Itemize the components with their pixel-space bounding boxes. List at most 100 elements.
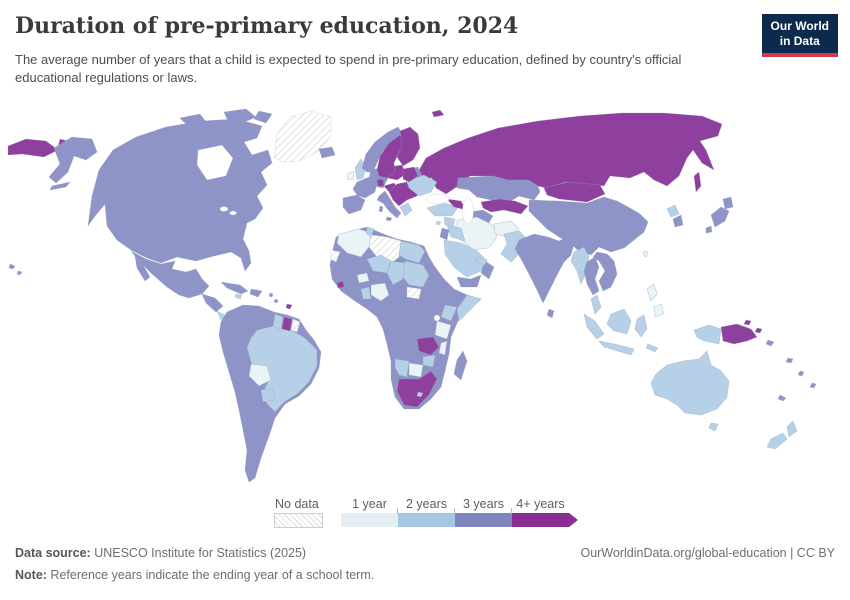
country-ukraine[interactable] <box>405 174 438 197</box>
country-usa-hawaii1[interactable] <box>8 263 16 270</box>
country-australia[interactable] <box>650 350 730 416</box>
country-kenya[interactable] <box>440 304 458 322</box>
country-jamaica[interactable] <box>234 293 243 300</box>
country-russia[interactable] <box>417 112 723 195</box>
country-baltics[interactable] <box>402 166 419 183</box>
country-india[interactable] <box>514 233 575 304</box>
country-png-islands2[interactable] <box>754 327 763 334</box>
country-japan-kyushu[interactable] <box>705 225 713 234</box>
country-myanmar[interactable] <box>570 246 590 285</box>
country-central-america[interactable] <box>201 293 224 313</box>
country-china[interactable] <box>528 196 649 256</box>
country-syria[interactable] <box>443 216 456 228</box>
country-africa-base[interactable] <box>329 226 482 410</box>
country-canada-arctic3[interactable] <box>179 113 207 127</box>
country-mexico-baja[interactable] <box>134 255 151 282</box>
country-new-caledonia[interactable] <box>777 394 787 402</box>
country-botswana[interactable] <box>408 362 424 378</box>
country-ireland[interactable] <box>346 170 355 181</box>
country-lesotho[interactable] <box>416 391 424 398</box>
country-canada-arctic1[interactable] <box>223 108 257 125</box>
country-north-korea[interactable] <box>666 204 680 218</box>
country-greece[interactable] <box>399 202 413 217</box>
country-new-zealand-south[interactable] <box>766 432 788 450</box>
country-spain-portugal[interactable] <box>342 194 366 215</box>
country-philippines-mindanao[interactable] <box>653 303 665 318</box>
country-new-zealand-north[interactable] <box>786 420 798 438</box>
country-paraguay[interactable] <box>260 387 276 403</box>
country-usa[interactable] <box>104 203 264 272</box>
country-burkina-faso[interactable] <box>356 272 370 284</box>
legend-bin-swatch[interactable] <box>398 513 455 527</box>
legend-bin-swatch[interactable] <box>512 513 569 527</box>
country-south-korea[interactable] <box>672 214 684 228</box>
country-jordan-israel[interactable] <box>439 227 450 241</box>
country-canada[interactable] <box>87 118 273 227</box>
country-saudi-arabia[interactable] <box>443 239 488 278</box>
country-indonesia-sulawesi[interactable] <box>634 314 648 338</box>
country-usa-aleutians[interactable] <box>49 181 71 191</box>
country-chad[interactable] <box>386 260 406 286</box>
country-tanzania[interactable] <box>434 320 452 340</box>
country-fiji[interactable] <box>797 370 805 377</box>
country-japan-hokkaido[interactable] <box>722 196 734 210</box>
country-png-islands1[interactable] <box>743 319 752 326</box>
country-denmark[interactable] <box>376 178 385 187</box>
country-malawi[interactable] <box>438 340 448 356</box>
country-mexico[interactable] <box>130 250 210 299</box>
legend-bin-swatch[interactable] <box>341 513 398 527</box>
country-solomon-islands[interactable] <box>765 339 775 347</box>
country-italy[interactable] <box>376 190 402 219</box>
country-indonesia-java[interactable] <box>598 340 635 356</box>
country-mongolia[interactable] <box>543 181 606 203</box>
country-indonesia-sumatra[interactable] <box>583 313 605 340</box>
country-pakistan[interactable] <box>500 230 528 263</box>
country-russia-sakhalin[interactable] <box>693 171 702 193</box>
country-indonesia-borneo[interactable] <box>606 308 632 335</box>
country-hispaniola[interactable] <box>249 288 263 298</box>
country-iceland[interactable] <box>318 146 336 159</box>
country-lesser-antilles2[interactable] <box>273 298 279 304</box>
country-sri-lanka[interactable] <box>546 308 555 319</box>
country-italy-sardinia[interactable] <box>378 205 384 213</box>
country-guinea-bissau[interactable] <box>336 280 345 289</box>
country-nigeria[interactable] <box>370 282 390 302</box>
country-philippines-luzon[interactable] <box>646 283 658 302</box>
country-suriname[interactable] <box>281 316 293 332</box>
country-australia-tasmania[interactable] <box>708 422 719 432</box>
country-iraq[interactable] <box>446 224 466 242</box>
country-pacific-dot[interactable] <box>809 382 817 389</box>
country-greenland[interactable] <box>273 110 332 163</box>
country-algeria[interactable] <box>336 228 372 258</box>
country-madagascar[interactable] <box>453 350 468 381</box>
country-yemen[interactable] <box>456 274 482 288</box>
no-data-swatch[interactable] <box>274 513 323 528</box>
country-malaysia[interactable] <box>590 294 602 315</box>
country-russia-svalbard[interactable] <box>431 109 445 118</box>
country-south-africa[interactable] <box>396 370 438 408</box>
legend-bin-swatch[interactable] <box>455 513 512 527</box>
country-sudan[interactable] <box>402 260 430 288</box>
country-taiwan[interactable] <box>642 250 649 258</box>
country-canada-arctic2[interactable] <box>253 110 273 124</box>
country-usa-alaska[interactable] <box>48 136 98 184</box>
country-japan-honshu[interactable] <box>710 206 730 228</box>
country-cuba[interactable] <box>220 281 249 295</box>
country-western-sahara[interactable] <box>329 249 341 263</box>
country-south-sudan[interactable] <box>406 286 422 300</box>
country-namibia[interactable] <box>394 358 410 378</box>
country-lesser-antilles1[interactable] <box>268 292 274 298</box>
country-uzbekistan-kyrgyzstan[interactable] <box>480 198 529 215</box>
country-thailand[interactable] <box>583 256 600 296</box>
country-zimbabwe[interactable] <box>422 354 436 368</box>
country-finland[interactable] <box>396 126 421 167</box>
country-oman[interactable] <box>480 260 495 280</box>
country-ghana[interactable] <box>360 286 372 300</box>
country-indonesia-papua[interactable] <box>693 324 722 345</box>
country-egypt[interactable] <box>398 240 426 264</box>
country-vietnam-laos-cambodia[interactable] <box>592 251 618 292</box>
country-russia-wrap[interactable] <box>7 138 59 158</box>
country-indonesia-timor[interactable] <box>645 343 659 353</box>
country-bolivia[interactable] <box>248 363 272 387</box>
country-zambia[interactable] <box>416 336 440 356</box>
